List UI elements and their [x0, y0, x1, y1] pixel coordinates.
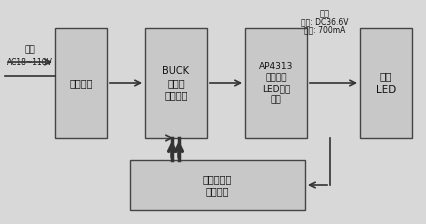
Text: AP4313: AP4313	[258, 62, 293, 71]
Text: LED: LED	[375, 84, 395, 95]
Bar	[245, 28, 306, 138]
Text: 电路: 电路	[270, 95, 281, 104]
Text: 反激式: 反激式	[167, 78, 184, 88]
Text: LED驱动: LED驱动	[261, 84, 289, 93]
Text: 电流、电压: 电流、电压	[202, 174, 232, 184]
Text: AC18~110V: AC18~110V	[7, 58, 53, 67]
Bar	[55, 28, 107, 138]
Text: 输入: 输入	[25, 45, 35, 54]
Text: 高亮: 高亮	[379, 71, 391, 82]
Text: BUCK: BUCK	[162, 66, 189, 76]
Text: 整流滤波: 整流滤波	[69, 78, 92, 88]
Bar	[130, 160, 304, 210]
Text: 电压: DC36.6V: 电压: DC36.6V	[301, 17, 348, 26]
Text: 输出: 输出	[319, 9, 329, 19]
Bar	[359, 28, 411, 138]
Text: 开关电路: 开关电路	[164, 90, 187, 100]
Text: 电流: 700mA: 电流: 700mA	[304, 26, 345, 34]
Text: 恒流恒压: 恒流恒压	[265, 73, 286, 82]
Bar	[145, 28, 207, 138]
Text: 反馈电路: 反馈电路	[205, 186, 229, 196]
